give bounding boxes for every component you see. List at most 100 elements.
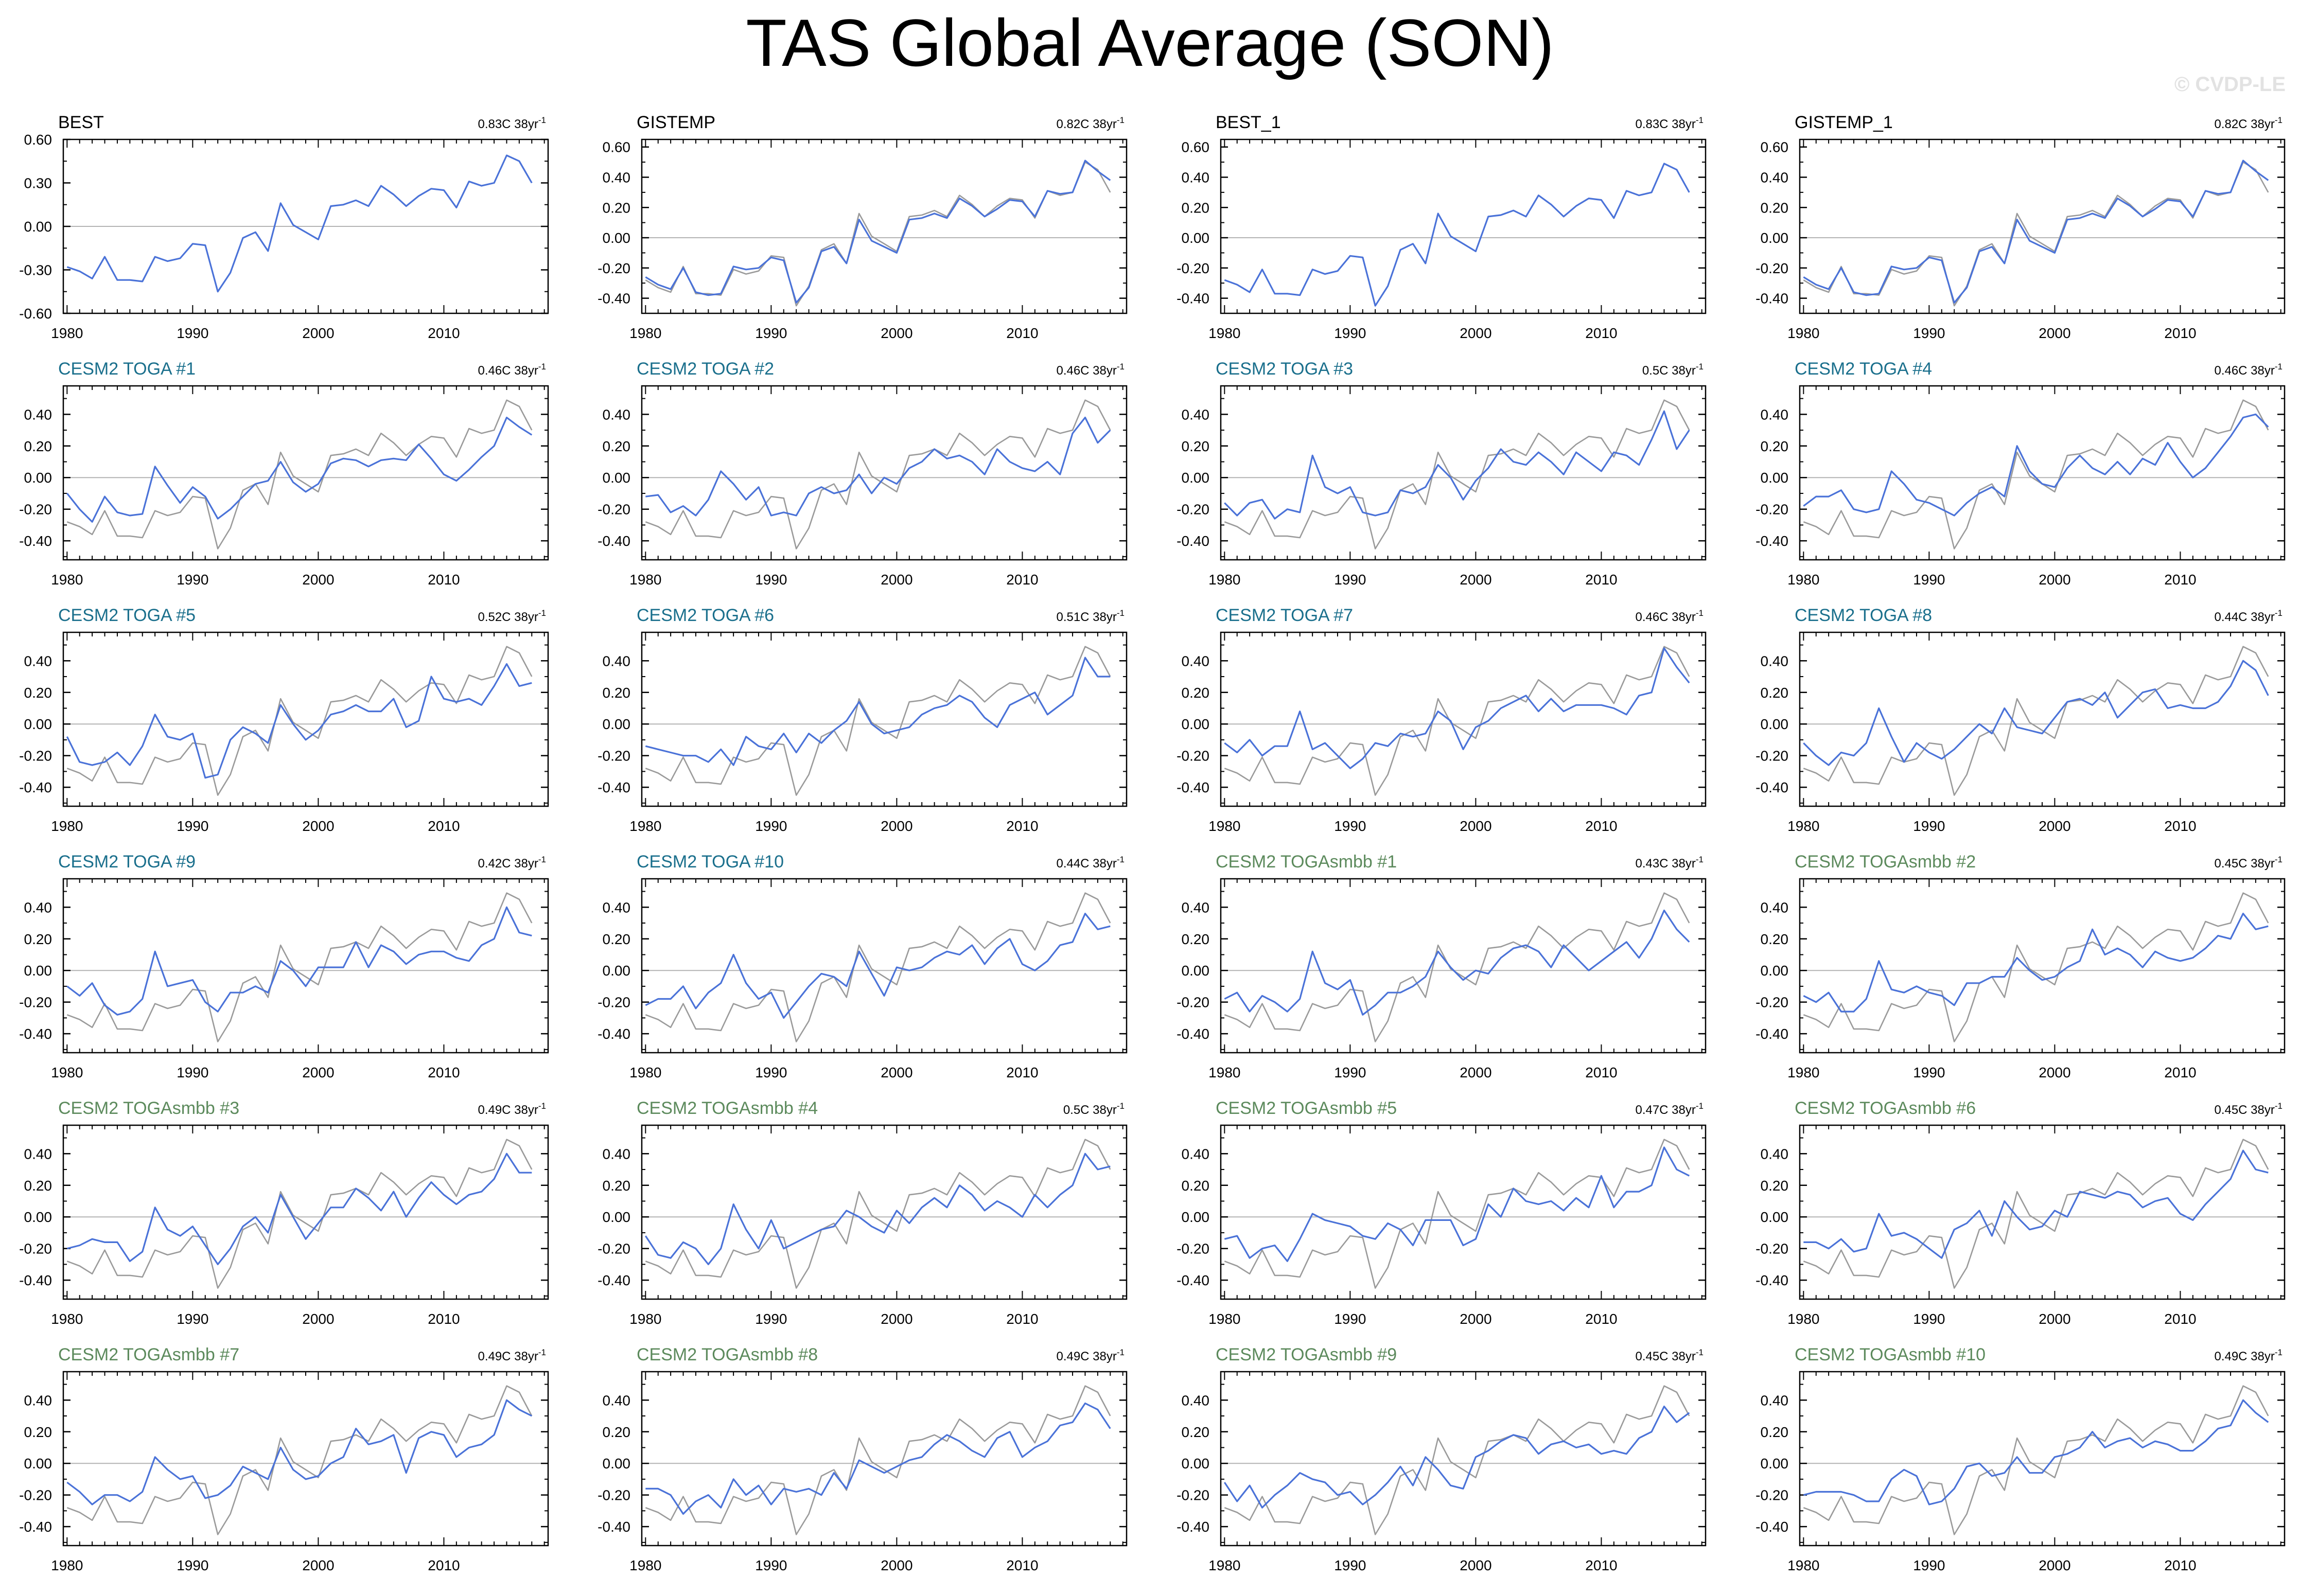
y-tick-label: -0.40 bbox=[1177, 1272, 1209, 1288]
x-tick-label: 2010 bbox=[1006, 572, 1038, 588]
panel-title: GISTEMP bbox=[637, 113, 715, 132]
model-series-line bbox=[1803, 660, 2269, 766]
y-tick-label: 0.20 bbox=[603, 438, 631, 454]
trend-label: 0.83C 38yr-1 bbox=[478, 115, 546, 131]
panel-title: BEST_1 bbox=[1216, 113, 1281, 132]
x-tick-label: 2000 bbox=[1460, 325, 1491, 341]
y-tick-label: -0.40 bbox=[598, 533, 630, 549]
x-tick-label: 2010 bbox=[1585, 1557, 1617, 1573]
y-tick-label: 0.00 bbox=[24, 963, 52, 979]
y-tick-label: 0.40 bbox=[603, 1392, 631, 1408]
plot-frame bbox=[1220, 631, 1707, 807]
x-tick-label: 1980 bbox=[629, 1065, 661, 1080]
trend-label: 0.49C 38yr-1 bbox=[478, 1347, 546, 1363]
trend-value: 0.82C 38yr bbox=[2214, 117, 2274, 131]
x-tick-label: 2000 bbox=[2039, 1065, 2070, 1080]
trend-label: 0.46C 38yr-1 bbox=[1635, 608, 1704, 624]
y-tick-label: 0.20 bbox=[1761, 1424, 1789, 1440]
x-tick-label: 2000 bbox=[2039, 1311, 2070, 1327]
model-series-line bbox=[1803, 912, 2269, 1013]
y-tick-label: -0.20 bbox=[1755, 502, 1788, 518]
panel-title: CESM2 TOGAsmbb #7 bbox=[58, 1345, 239, 1364]
model-series-line bbox=[1803, 1149, 2269, 1259]
y-tick-label: 0.40 bbox=[24, 653, 52, 669]
trend-label: 0.5C 38yr-1 bbox=[1642, 362, 1704, 378]
trend-value: 0.5C 38yr bbox=[1642, 364, 1696, 378]
model-series-line bbox=[645, 1402, 1111, 1515]
y-tick-label: -0.60 bbox=[19, 306, 52, 322]
plot-frame bbox=[1799, 1124, 2286, 1300]
x-tick-label: 1990 bbox=[177, 1557, 208, 1573]
y-tick-label: 0.40 bbox=[1761, 1392, 1789, 1408]
plot-frame bbox=[1799, 878, 2286, 1054]
x-tick-label: 2010 bbox=[1006, 818, 1038, 834]
x-tick-label: 1990 bbox=[755, 1065, 787, 1080]
chart-panel: GISTEMP 0.82C 38yr-1 0.60 0.40 0.20 0.00 -0.20… bbox=[598, 113, 1128, 341]
observed-series-line bbox=[66, 892, 533, 1042]
chart-panel: CESM2 TOGA #9 0.42C 38yr-1 0.40 0.20 0.00 -0.… bbox=[19, 852, 549, 1080]
trend-label: 0.44C 38yr-1 bbox=[2214, 608, 2283, 624]
x-tick-label: 2010 bbox=[1585, 325, 1617, 341]
x-tick-label: 2010 bbox=[2164, 1557, 2196, 1573]
y-tick-label: -0.20 bbox=[1177, 748, 1209, 764]
y-tick-label: -0.40 bbox=[1755, 291, 1788, 307]
x-tick-label: 2000 bbox=[2039, 1557, 2070, 1573]
y-tick-label: -0.20 bbox=[1755, 995, 1788, 1010]
y-tick-label: -0.20 bbox=[19, 1241, 52, 1257]
x-tick-label: 2010 bbox=[1006, 1311, 1038, 1327]
trend-label: 0.45C 38yr-1 bbox=[2214, 855, 2283, 871]
panel-title: CESM2 TOGA #3 bbox=[1216, 359, 1353, 379]
y-tick-label: -0.40 bbox=[598, 779, 630, 795]
y-tick-label: -0.40 bbox=[19, 533, 52, 549]
observed-series-line bbox=[1803, 1385, 2269, 1535]
trend-exponent: -1 bbox=[538, 115, 546, 125]
x-tick-label: 2000 bbox=[1460, 1065, 1491, 1080]
y-tick-label: -0.40 bbox=[1177, 291, 1209, 307]
y-tick-label: -0.20 bbox=[19, 995, 52, 1010]
x-tick-label: 2000 bbox=[302, 325, 334, 341]
x-tick-label: 1990 bbox=[755, 818, 787, 834]
y-tick-label: 0.30 bbox=[24, 175, 52, 191]
x-tick-label: 1990 bbox=[1913, 1065, 1945, 1080]
plot-frame bbox=[1799, 385, 2286, 561]
trend-value: 0.43C 38yr bbox=[1635, 857, 1695, 871]
y-tick-label: 0.20 bbox=[1182, 1178, 1210, 1194]
y-tick-label: -0.40 bbox=[1755, 1272, 1788, 1288]
x-tick-label: 1990 bbox=[1334, 1557, 1366, 1573]
y-tick-label: 0.60 bbox=[1182, 139, 1210, 155]
chart-panel: BEST_1 0.83C 38yr-1 0.60 0.40 0.20 0.00 -0.20 -… bbox=[1177, 113, 1707, 341]
panel-title: CESM2 TOGAsmbb #8 bbox=[637, 1345, 818, 1364]
x-tick-label: 2010 bbox=[1585, 572, 1617, 588]
trend-exponent: -1 bbox=[2275, 115, 2283, 125]
y-tick-label: -0.20 bbox=[1755, 1241, 1788, 1257]
trend-label: 0.45C 38yr-1 bbox=[2214, 1101, 2283, 1117]
y-tick-label: 0.40 bbox=[603, 1146, 631, 1162]
x-tick-label: 1980 bbox=[51, 572, 83, 588]
y-tick-label: 0.20 bbox=[24, 1424, 52, 1440]
y-tick-label: -0.40 bbox=[19, 1272, 52, 1288]
trend-exponent: -1 bbox=[2275, 362, 2283, 371]
x-tick-label: 1980 bbox=[629, 818, 661, 834]
y-tick-label: 0.40 bbox=[603, 899, 631, 915]
plot-frame bbox=[62, 1371, 549, 1547]
observed-series-line bbox=[66, 646, 533, 796]
trend-label: 0.49C 38yr-1 bbox=[1056, 1347, 1125, 1363]
trend-exponent: -1 bbox=[1117, 115, 1125, 125]
x-tick-label: 1980 bbox=[51, 1557, 83, 1573]
y-tick-label: 0.00 bbox=[24, 470, 52, 486]
x-tick-label: 2010 bbox=[1006, 1557, 1038, 1573]
model-series-line bbox=[66, 906, 532, 1016]
chart-panel: CESM2 TOGAsmbb #3 0.49C 38yr-1 0.40 0.20 0.0… bbox=[19, 1098, 549, 1327]
trend-value: 0.46C 38yr bbox=[2214, 364, 2274, 378]
model-series-line bbox=[1223, 1406, 1690, 1509]
trend-value: 0.49C 38yr bbox=[2214, 1350, 2274, 1363]
y-tick-label: 0.40 bbox=[24, 406, 52, 422]
trend-value: 0.45C 38yr bbox=[2214, 1103, 2274, 1117]
y-tick-label: 0.40 bbox=[1761, 899, 1789, 915]
trend-value: 0.45C 38yr bbox=[1635, 1350, 1695, 1363]
y-tick-label: 0.40 bbox=[603, 406, 631, 422]
y-tick-label: -0.40 bbox=[1177, 1026, 1209, 1042]
chart-panel: CESM2 TOGA #3 0.5C 38yr-1 0.40 0.20 0.00 -0.2… bbox=[1177, 359, 1707, 588]
x-tick-label: 2000 bbox=[881, 818, 912, 834]
trend-value: 0.5C 38yr bbox=[1063, 1103, 1117, 1117]
